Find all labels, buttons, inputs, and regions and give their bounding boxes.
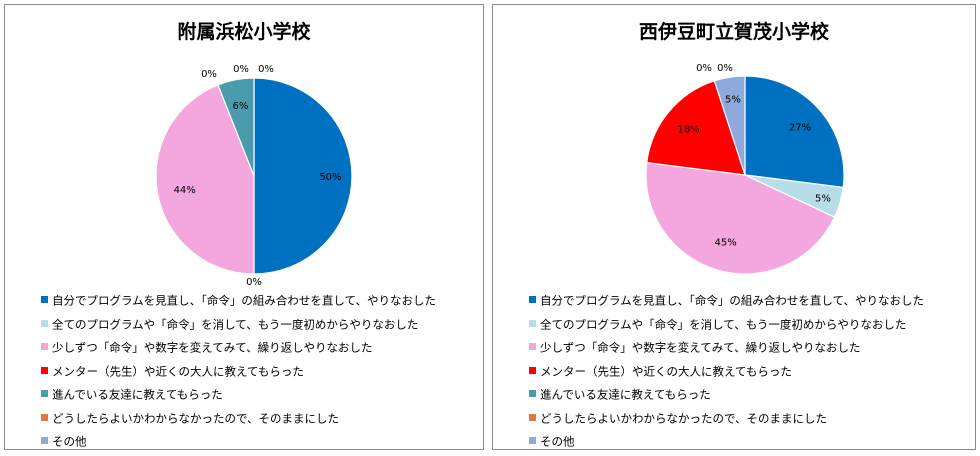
legend-label: 全てのプログラムや「命令」を消して、もう一度初めからやりなおした	[540, 317, 907, 331]
legend-item: 少しずつ「命令」や数字を変えてみて、繰り返しやりなおした	[529, 338, 861, 356]
data-label: 18%	[677, 124, 699, 135]
data-label: 5%	[725, 95, 741, 106]
legend-label: 全てのプログラムや「命令」を消して、もう一度初めからやりなおした	[52, 317, 419, 331]
legend-label: 少しずつ「命令」や数字を変えてみて、繰り返しやりなおした	[540, 340, 861, 355]
legend-swatch	[529, 413, 536, 421]
chart-panel-fuzoku-hamamatsu: 附属浜松小学校 50% 0% 44% 0% 6% 0% 0% 自分でプログラムを見直し、「命…	[4, 4, 484, 450]
data-label: 27%	[789, 123, 811, 134]
data-label: 5%	[815, 194, 831, 205]
legend-item: 進んでいる友達に教えてもらった	[41, 385, 223, 403]
legend-item: 少しずつ「命令」や数字を変えてみて、繰り返しやりなおした	[41, 338, 373, 356]
legend-label: 自分でプログラムを見直し、「命令」の組み合わせを直して、やりなおした	[540, 293, 924, 308]
legend-label: 進んでいる友達に教えてもらった	[52, 387, 223, 402]
pie-slice	[217, 77, 255, 177]
legend-swatch	[529, 390, 536, 397]
legend-item: メンター（先生）や近くの大人に教えてもらった	[41, 362, 304, 380]
chart-title: 西伊豆町立賀茂小学校	[638, 21, 829, 43]
legend-item: その他	[41, 432, 87, 450]
data-label: 0%	[258, 64, 274, 75]
legend-swatch	[529, 296, 536, 303]
pie-slice	[253, 77, 353, 275]
legend-label: メンター（先生）や近くの大人に教えてもらった	[52, 364, 304, 378]
legend-swatch	[41, 413, 48, 421]
pie-chart: 27% 5% 45% 18% 0% 0% 5%	[645, 63, 845, 275]
data-label: 0%	[717, 63, 733, 74]
legend-item: 全てのプログラムや「命令」を消して、もう一度初めからやりなおした	[41, 315, 418, 333]
chart-panel-nishiizu-kamo: 西伊豆町立賀茂小学校 27% 5% 45% 18% 0% 0% 5% 自分でプログラムを見直…	[492, 4, 976, 450]
legend-swatch	[529, 437, 536, 444]
legend-swatch	[529, 319, 536, 327]
legend-swatch	[41, 296, 48, 303]
legend-swatch	[529, 343, 536, 350]
legend-item: 自分でプログラムを見直し、「命令」の組み合わせを直して、やりなおした	[41, 291, 436, 309]
legend-swatch	[41, 319, 48, 327]
data-label: 0%	[233, 64, 249, 75]
legend-item: 全てのプログラムや「命令」を消して、もう一度初めからやりなおした	[529, 315, 906, 333]
data-label: 50%	[319, 172, 341, 183]
legend-item: どうしたらよいかわからなかったので、そのままにした	[529, 409, 827, 427]
pie-slice	[646, 80, 746, 176]
pie-slice	[744, 75, 845, 189]
legend-label: メンター（先生）や近くの大人に教えてもらった	[540, 364, 792, 378]
legend-label: 少しずつ「命令」や数字を変えてみて、繰り返しやりなおした	[52, 340, 373, 355]
pie-slice	[713, 75, 746, 176]
legend-swatch	[529, 366, 536, 374]
pie-slice	[155, 84, 255, 275]
data-label: 0%	[201, 69, 217, 80]
legend-swatch	[41, 343, 48, 350]
legend-label: どうしたらよいかわからなかったので、そのままにした	[52, 411, 340, 425]
legend-item: どうしたらよいかわからなかったので、そのままにした	[41, 409, 339, 427]
legend-label: その他	[52, 434, 87, 449]
data-label: 44%	[174, 185, 196, 196]
legend-label: その他	[540, 434, 575, 449]
data-label: 0%	[696, 63, 712, 74]
legend-swatch	[41, 437, 48, 444]
pie-chart: 50% 0% 44% 0% 6% 0% 0%	[155, 64, 353, 285]
legend-label: 進んでいる友達に教えてもらった	[540, 387, 711, 402]
legend-label: 自分でプログラムを見直し、「命令」の組み合わせを直して、やりなおした	[52, 293, 436, 308]
legend-item: 自分でプログラムを見直し、「命令」の組み合わせを直して、やりなおした	[529, 291, 924, 309]
legend-swatch	[41, 366, 48, 374]
legend-item: メンター（先生）や近くの大人に教えてもらった	[529, 362, 792, 380]
legend-swatch	[41, 390, 48, 397]
data-label: 45%	[715, 238, 737, 249]
legend-item: その他	[529, 432, 575, 450]
data-label: 6%	[232, 101, 248, 112]
chart-title: 附属浜松小学校	[177, 21, 311, 43]
data-label: 0%	[246, 277, 262, 285]
pie-slice	[645, 161, 836, 275]
legend-label: どうしたらよいかわからなかったので、そのままにした	[540, 411, 828, 425]
legend-item: 進んでいる友達に教えてもらった	[529, 385, 711, 403]
